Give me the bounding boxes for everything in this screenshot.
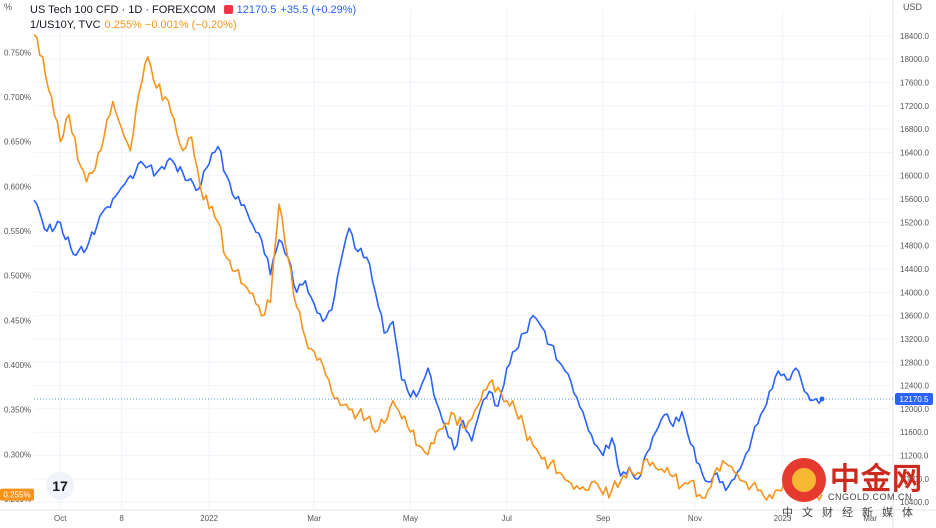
x-axis-tick-label: 2022 <box>200 514 218 523</box>
right-axis-tick-label: 17600.0 <box>900 78 929 87</box>
legend-primary-change: +35.5 (+0.29%) <box>280 4 357 16</box>
right-axis-tick-label: 16000.0 <box>900 172 929 181</box>
left-axis-tick-label: 0.700% <box>4 93 31 102</box>
right-axis-tick-label: 13200.0 <box>900 335 929 344</box>
x-axis-tick-label: Mar <box>307 514 321 523</box>
left-axis-tick-label: 0.600% <box>4 182 31 191</box>
left-axis-tick-label: 0.500% <box>4 272 31 281</box>
tradingview-logo-icon[interactable]: 17 <box>46 472 74 500</box>
right-axis-tick-label: 10800.0 <box>900 475 929 484</box>
last-price-label-bg <box>895 392 933 405</box>
left-axis-tick-label: 0.550% <box>4 227 31 236</box>
x-axis-tick-label: Sep <box>596 514 611 523</box>
left-axis-tick-label: 0.450% <box>4 316 31 325</box>
right-axis-tick-label: 18400.0 <box>900 32 929 41</box>
left-axis-tick-label: 0.300% <box>4 450 31 459</box>
last-price-label: 12170.5 <box>900 395 929 404</box>
last-price-dot <box>819 396 825 402</box>
legend-secondary-symbol[interactable]: 1/US10Y, TVC <box>30 19 101 31</box>
right-axis-tick-label: 13600.0 <box>900 312 929 321</box>
right-axis-tick-label: 15600.0 <box>900 195 929 204</box>
last-yield-label-bg <box>0 488 34 501</box>
left-axis-tick-label: 0.750% <box>4 48 31 57</box>
left-axis-tick-label: 0.650% <box>4 138 31 147</box>
x-axis-tick-label: Nov <box>688 514 702 523</box>
legend-primary[interactable]: US Tech 100 CFD · 1D · FOREXCOM 12170.5 +3… <box>30 4 360 16</box>
legend-primary-symbol[interactable]: US Tech 100 CFD · 1D · FOREXCOM <box>30 4 216 16</box>
watermark: 中金网 CNGOLD.COM.CN 中文财经新媒体 <box>778 444 930 528</box>
right-axis-tick-label: 11600.0 <box>900 428 929 437</box>
x-axis-tick-label: Oct <box>54 514 67 523</box>
yield-series-line[interactable] <box>33 33 823 501</box>
right-axis-tick-label: 16400.0 <box>900 148 929 157</box>
left-axis-unit: % <box>4 2 13 12</box>
right-axis-tick-label: 14800.0 <box>900 242 929 251</box>
cngold-logo-icon <box>782 458 826 502</box>
legend-secondary-values: 0.255% −0.001% (−0.20%) <box>104 19 237 31</box>
x-axis-tick-label: 8 <box>119 514 124 523</box>
x-axis-tick-label: Mar <box>863 514 877 523</box>
right-axis-tick-label: 12000.0 <box>900 405 929 414</box>
right-axis-tick-label: 11200.0 <box>900 452 929 461</box>
right-axis-tick-label: 15200.0 <box>900 218 929 227</box>
flag-icon <box>223 5 233 14</box>
x-axis-tick-label: Jul <box>502 514 512 523</box>
watermark-subtitle: 中文财经新媒体 <box>782 507 922 519</box>
right-axis-tick-label: 16800.0 <box>900 125 929 134</box>
left-axis-tick-label: 0.400% <box>4 361 31 370</box>
right-axis-tick-label: 14400.0 <box>900 265 929 274</box>
nasdaq-series-line[interactable] <box>33 145 823 492</box>
right-axis-tick-label: 10400.0 <box>900 498 929 507</box>
last-yield-label: 0.255% <box>3 491 30 500</box>
right-axis-tick-label: 14000.0 <box>900 288 929 297</box>
watermark-url: CNGOLD.COM.CN <box>828 492 913 502</box>
x-axis-tick-label: May <box>403 514 418 523</box>
x-axis-tick-label: 2023 <box>774 514 792 523</box>
right-axis-tick-label: 12400.0 <box>900 382 929 391</box>
legend-primary-value: 12170.5 <box>236 4 277 16</box>
legend-secondary[interactable]: 1/US10Y, TVC 0.255% −0.001% (−0.20%) <box>30 19 241 31</box>
right-axis-currency[interactable]: USD <box>902 2 922 12</box>
right-axis-tick-label: 12800.0 <box>900 358 929 367</box>
right-axis-tick-label: 18000.0 <box>900 55 929 64</box>
left-axis-tick-label: 0.350% <box>4 406 31 415</box>
watermark-title: 中金网 <box>830 462 923 497</box>
right-axis-tick-label: 17200.0 <box>900 102 929 111</box>
